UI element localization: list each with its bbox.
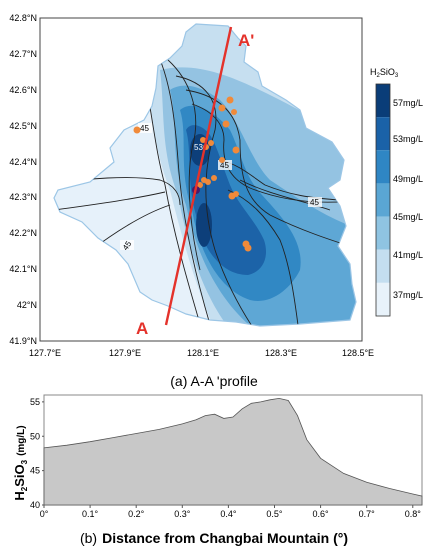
y-tick: 42.5°N [9, 121, 37, 131]
y-tick: 41.9°N [9, 336, 37, 346]
y-tick: 42.8°N [9, 13, 37, 23]
chart-caption: (b) Distance from Changbai Mountain (°) [80, 530, 348, 546]
chart-x-axis: 0° 0.1° 0.2° 0.3° 0.4° 0.5° 0.6° 0.7° 0.8° [40, 505, 422, 519]
legend: H2SiO3 57mg/L 53mg/L 49mg/L 45mg/L 41mg/… [370, 67, 423, 317]
label-a: A [136, 319, 148, 338]
x-tick-label: 0.1° [82, 509, 99, 519]
y-tick: 42.4°N [9, 157, 37, 167]
x-tick: 127.7°E [29, 348, 61, 358]
x-tick: 128.1°E [187, 348, 219, 358]
contour-labels: 45 45 45 45 53 [120, 123, 322, 252]
y-tick: 42.3°N [9, 192, 37, 202]
y-tick-label: 55 [30, 397, 40, 407]
contour-map: 45 45 45 45 53 A A' 42.8°N 42.7°N [9, 13, 423, 389]
y-tick: 42.1°N [9, 264, 37, 274]
y-tick: 42.6°N [9, 85, 37, 95]
x-tick-label: 0.8° [405, 509, 422, 519]
legend-swatch [376, 216, 390, 250]
profile-area [43, 397, 423, 506]
y-tick: 42°N [17, 300, 37, 310]
legend-swatch [376, 249, 390, 283]
legend-label: 37mg/L [393, 290, 423, 300]
x-tick-label: 0.4° [220, 509, 237, 519]
contour-label: 45 [220, 161, 229, 170]
x-tick: 127.9°E [109, 348, 141, 358]
profile-line [164, 26, 233, 326]
map-x-axis: 127.7°E 127.9°E 128.1°E 128.3°E 128.5°E [29, 348, 374, 358]
chart-y-label: H2SiO3(mg/L) [12, 425, 29, 500]
y-tick: 42.2°N [9, 228, 37, 238]
legend-label: 53mg/L [393, 134, 423, 144]
x-tick-label: 0.5° [266, 509, 283, 519]
legend-swatch [376, 282, 390, 316]
y-tick: 42.7°N [9, 49, 37, 59]
y-tick-label: 45 [30, 466, 40, 476]
map-caption: (a) A-A 'profile [170, 373, 258, 389]
legend-title: H2SiO3 [370, 67, 399, 79]
x-tick-label: 0.7° [359, 509, 376, 519]
x-tick-label: 0.6° [313, 509, 330, 519]
x-tick-label: 0.2° [128, 509, 145, 519]
contour-label: 45 [140, 124, 149, 133]
chart-y-axis: 40 45 50 55 [30, 397, 44, 510]
y-tick-label: 40 [30, 500, 40, 510]
contour-label: 53 [194, 143, 203, 152]
legend-swatch [376, 150, 390, 184]
legend-label: 57mg/L [393, 98, 423, 108]
legend-swatch [376, 84, 390, 118]
map-y-axis: 42.8°N 42.7°N 42.6°N 42.5°N 42.4°N 42.3°… [9, 13, 37, 346]
x-tick-label: 0.3° [174, 509, 191, 519]
legend-label: 41mg/L [393, 250, 423, 260]
legend-swatch [376, 183, 390, 217]
label-a-prime: A' [238, 31, 254, 50]
y-tick-label: 50 [30, 431, 40, 441]
contour-label: 45 [310, 198, 319, 207]
legend-swatch [376, 117, 390, 151]
legend-label: 49mg/L [393, 174, 423, 184]
x-tick: 128.3°E [265, 348, 297, 358]
x-tick-label: 0° [40, 509, 49, 519]
x-tick: 128.5°E [342, 348, 374, 358]
legend-label: 45mg/L [393, 212, 423, 222]
